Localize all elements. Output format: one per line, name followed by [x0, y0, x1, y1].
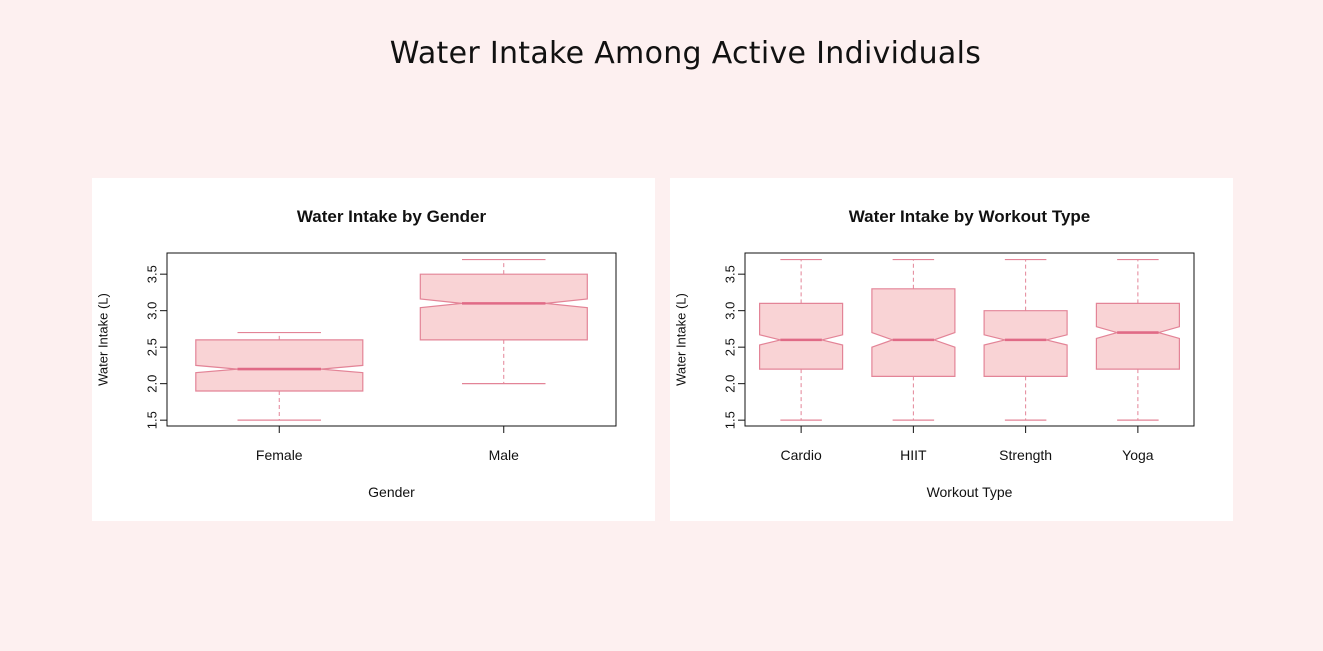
x-tick-label: Cardio: [781, 447, 822, 463]
x-tick-label: HIIT: [900, 447, 927, 463]
x-tick-label: Yoga: [1122, 447, 1154, 463]
x-axis-label: Workout Type: [927, 484, 1013, 500]
y-tick-label: 2.5: [144, 338, 159, 356]
chart-title: Water Intake by Gender: [297, 207, 487, 226]
x-tick-label: Female: [256, 447, 303, 463]
y-tick-label: 1.5: [144, 411, 159, 429]
x-axis-label: Gender: [368, 484, 415, 500]
y-axis-label: Water Intake (L): [95, 293, 110, 386]
box-yoga: [1095, 302, 1180, 370]
y-tick-label: 3.5: [722, 265, 737, 283]
y-axis-label: Water Intake (L): [673, 293, 688, 386]
box-male: [419, 273, 588, 341]
box-cardio: [758, 302, 844, 370]
chart-title: Water Intake by Workout Type: [849, 207, 1091, 226]
page-title: Water Intake Among Active Individuals: [389, 36, 982, 71]
gender-chart-panel: Water Intake by Gender 1.5 2.0 2.5 3.0 3.5 Wat…: [92, 178, 655, 521]
box-hiit: [871, 288, 956, 377]
y-tick-label: 3.5: [144, 265, 159, 283]
workout-chart-panel: Water Intake by Workout Type 1.5 2.0 2.5 3.0…: [670, 178, 1233, 521]
y-tick-label: 1.5: [722, 411, 737, 429]
y-tick-label: 2.5: [722, 338, 737, 356]
x-tick-label: Strength: [999, 447, 1052, 463]
y-tick-label: 2.0: [144, 375, 159, 393]
y-tick-label: 3.0: [722, 302, 737, 320]
plot-frame: [166, 252, 617, 427]
workout-boxplot-chart: Water Intake by Workout Type 1.5 2.0 2.5 3.0…: [673, 207, 1195, 500]
box-strength: [983, 310, 1068, 377]
gender-boxplot-chart: Water Intake by Gender 1.5 2.0 2.5 3.0 3.5 Wat…: [95, 207, 617, 500]
x-tick-label: Male: [489, 447, 520, 463]
box-female: [195, 339, 364, 392]
y-tick-label: 3.0: [144, 302, 159, 320]
y-tick-label: 2.0: [722, 375, 737, 393]
plot-frame: [744, 252, 1195, 427]
